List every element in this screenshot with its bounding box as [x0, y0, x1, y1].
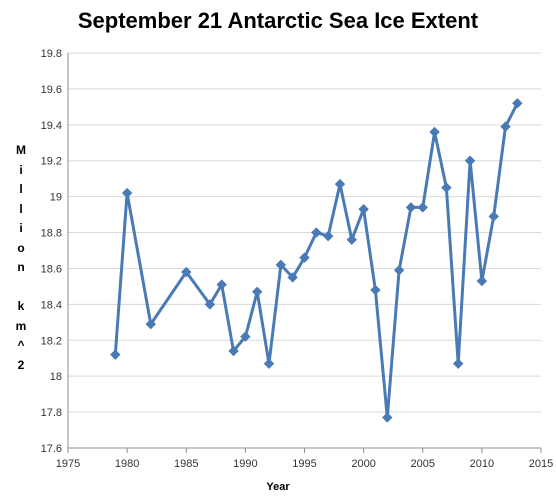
data-point — [121, 187, 133, 199]
x-tick-label: 1995 — [292, 458, 316, 470]
x-tick-label: 1980 — [115, 458, 139, 470]
data-point — [181, 266, 192, 278]
x-tick-label: 1975 — [56, 458, 80, 470]
data-point — [453, 358, 464, 369]
y-tick-label: 17.8 — [41, 407, 62, 419]
y-tick-label: 19.2 — [41, 156, 62, 168]
data-point — [476, 275, 488, 287]
x-tick-label: 1990 — [233, 458, 257, 470]
y-axis-label: M i l l i o n k m ^ 2 — [15, 143, 27, 372]
data-point — [512, 98, 523, 109]
data-point — [263, 358, 275, 369]
data-point — [287, 272, 298, 283]
data-point — [275, 259, 287, 271]
data-point — [382, 412, 393, 423]
y-tick-label: 18.2 — [41, 335, 62, 347]
data-point — [145, 318, 156, 330]
y-tick-label: 18.8 — [41, 228, 62, 240]
y-tick-label: 18.6 — [41, 263, 62, 275]
y-tick-label: 19.4 — [41, 120, 62, 132]
data-point — [358, 203, 369, 215]
data-point — [240, 331, 251, 342]
chart-title: September 21 Antarctic Sea Ice Extent — [77, 8, 479, 33]
data-point — [346, 234, 358, 245]
data-point — [334, 178, 346, 190]
x-tick-label: 2010 — [470, 458, 494, 470]
data-point — [393, 265, 405, 276]
y-tick-label: 18 — [50, 371, 62, 383]
data-point — [204, 299, 216, 310]
data-point — [417, 202, 428, 213]
data-point — [488, 211, 499, 222]
data-point — [405, 202, 417, 213]
x-tick-label: 1985 — [174, 458, 198, 470]
data-point — [429, 126, 440, 138]
data-point — [110, 349, 121, 360]
data-point — [251, 286, 263, 298]
y-tick-label: 17.6 — [41, 443, 62, 455]
y-tick-label: 18.4 — [41, 299, 62, 311]
y-tick-label: 19 — [50, 192, 62, 204]
x-axis-label: Year — [266, 481, 290, 493]
x-tick-label: 2005 — [411, 458, 435, 470]
y-tick-label: 19.8 — [41, 48, 62, 60]
data-point — [464, 155, 476, 166]
y-tick-label: 19.6 — [41, 84, 62, 96]
data-point — [322, 230, 334, 242]
x-tick-label: 2015 — [529, 458, 553, 470]
data-point — [228, 345, 239, 357]
series-line — [113, 102, 519, 419]
data-point — [441, 182, 452, 193]
data-point — [370, 284, 381, 296]
data-point — [299, 252, 310, 263]
data-point — [500, 121, 511, 132]
x-tick-label: 2000 — [351, 458, 375, 470]
data-point — [311, 227, 322, 238]
data-point — [216, 279, 227, 290]
